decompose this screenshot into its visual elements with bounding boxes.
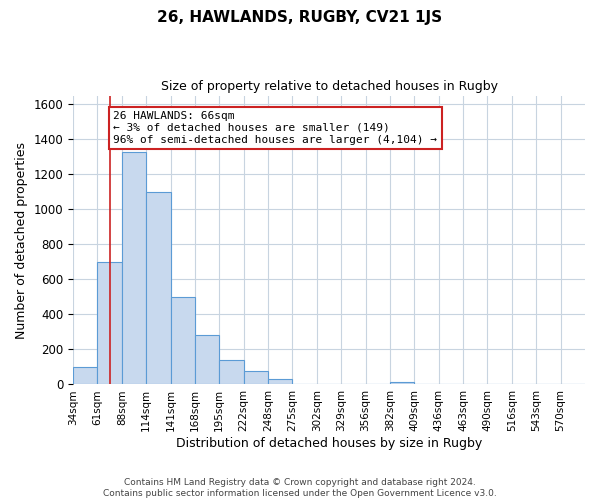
X-axis label: Distribution of detached houses by size in Rugby: Distribution of detached houses by size … bbox=[176, 437, 482, 450]
Text: 26 HAWLANDS: 66sqm
← 3% of detached houses are smaller (149)
96% of semi-detache: 26 HAWLANDS: 66sqm ← 3% of detached hous… bbox=[113, 112, 437, 144]
Text: 26, HAWLANDS, RUGBY, CV21 1JS: 26, HAWLANDS, RUGBY, CV21 1JS bbox=[157, 10, 443, 25]
Bar bbox=[146, 192, 170, 384]
Text: Contains HM Land Registry data © Crown copyright and database right 2024.
Contai: Contains HM Land Registry data © Crown c… bbox=[103, 478, 497, 498]
Bar bbox=[73, 367, 97, 384]
Bar bbox=[244, 372, 268, 384]
Bar bbox=[390, 382, 415, 384]
Bar bbox=[122, 152, 146, 384]
Bar bbox=[220, 360, 244, 384]
Title: Size of property relative to detached houses in Rugby: Size of property relative to detached ho… bbox=[161, 80, 497, 93]
Bar bbox=[170, 297, 195, 384]
Bar bbox=[97, 262, 122, 384]
Bar bbox=[268, 379, 292, 384]
Bar bbox=[195, 336, 220, 384]
Y-axis label: Number of detached properties: Number of detached properties bbox=[15, 142, 28, 338]
